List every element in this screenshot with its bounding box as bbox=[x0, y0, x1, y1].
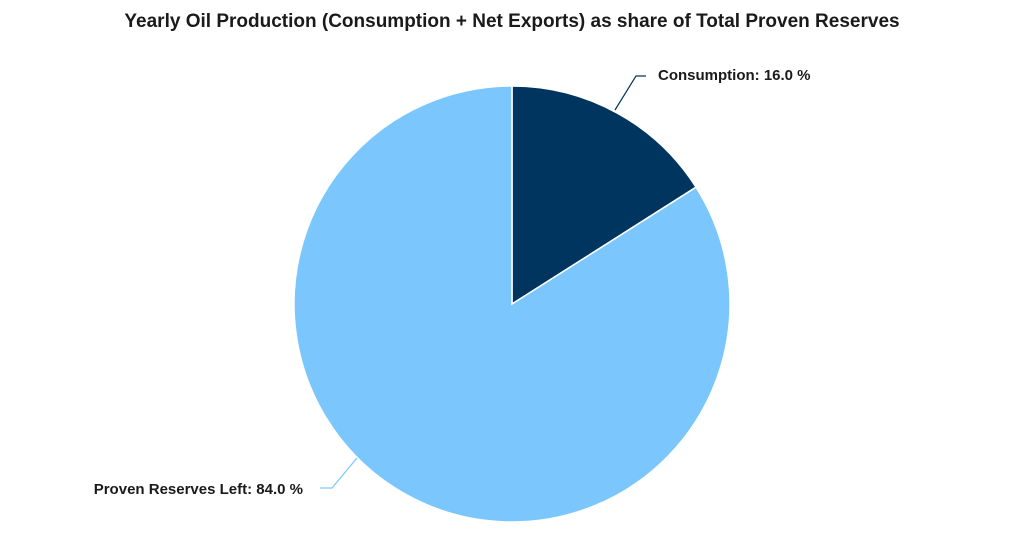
pie-slice bbox=[511, 85, 698, 306]
slice-label: Proven Reserves Left: 84.0 % bbox=[94, 481, 303, 498]
leader-line bbox=[614, 75, 646, 111]
leader-line bbox=[320, 457, 358, 489]
chart-title: Yearly Oil Production (Consumption + Net… bbox=[124, 11, 899, 32]
slice-label: Consumption: 16.0 % bbox=[658, 67, 811, 84]
pie-slice bbox=[293, 85, 731, 523]
